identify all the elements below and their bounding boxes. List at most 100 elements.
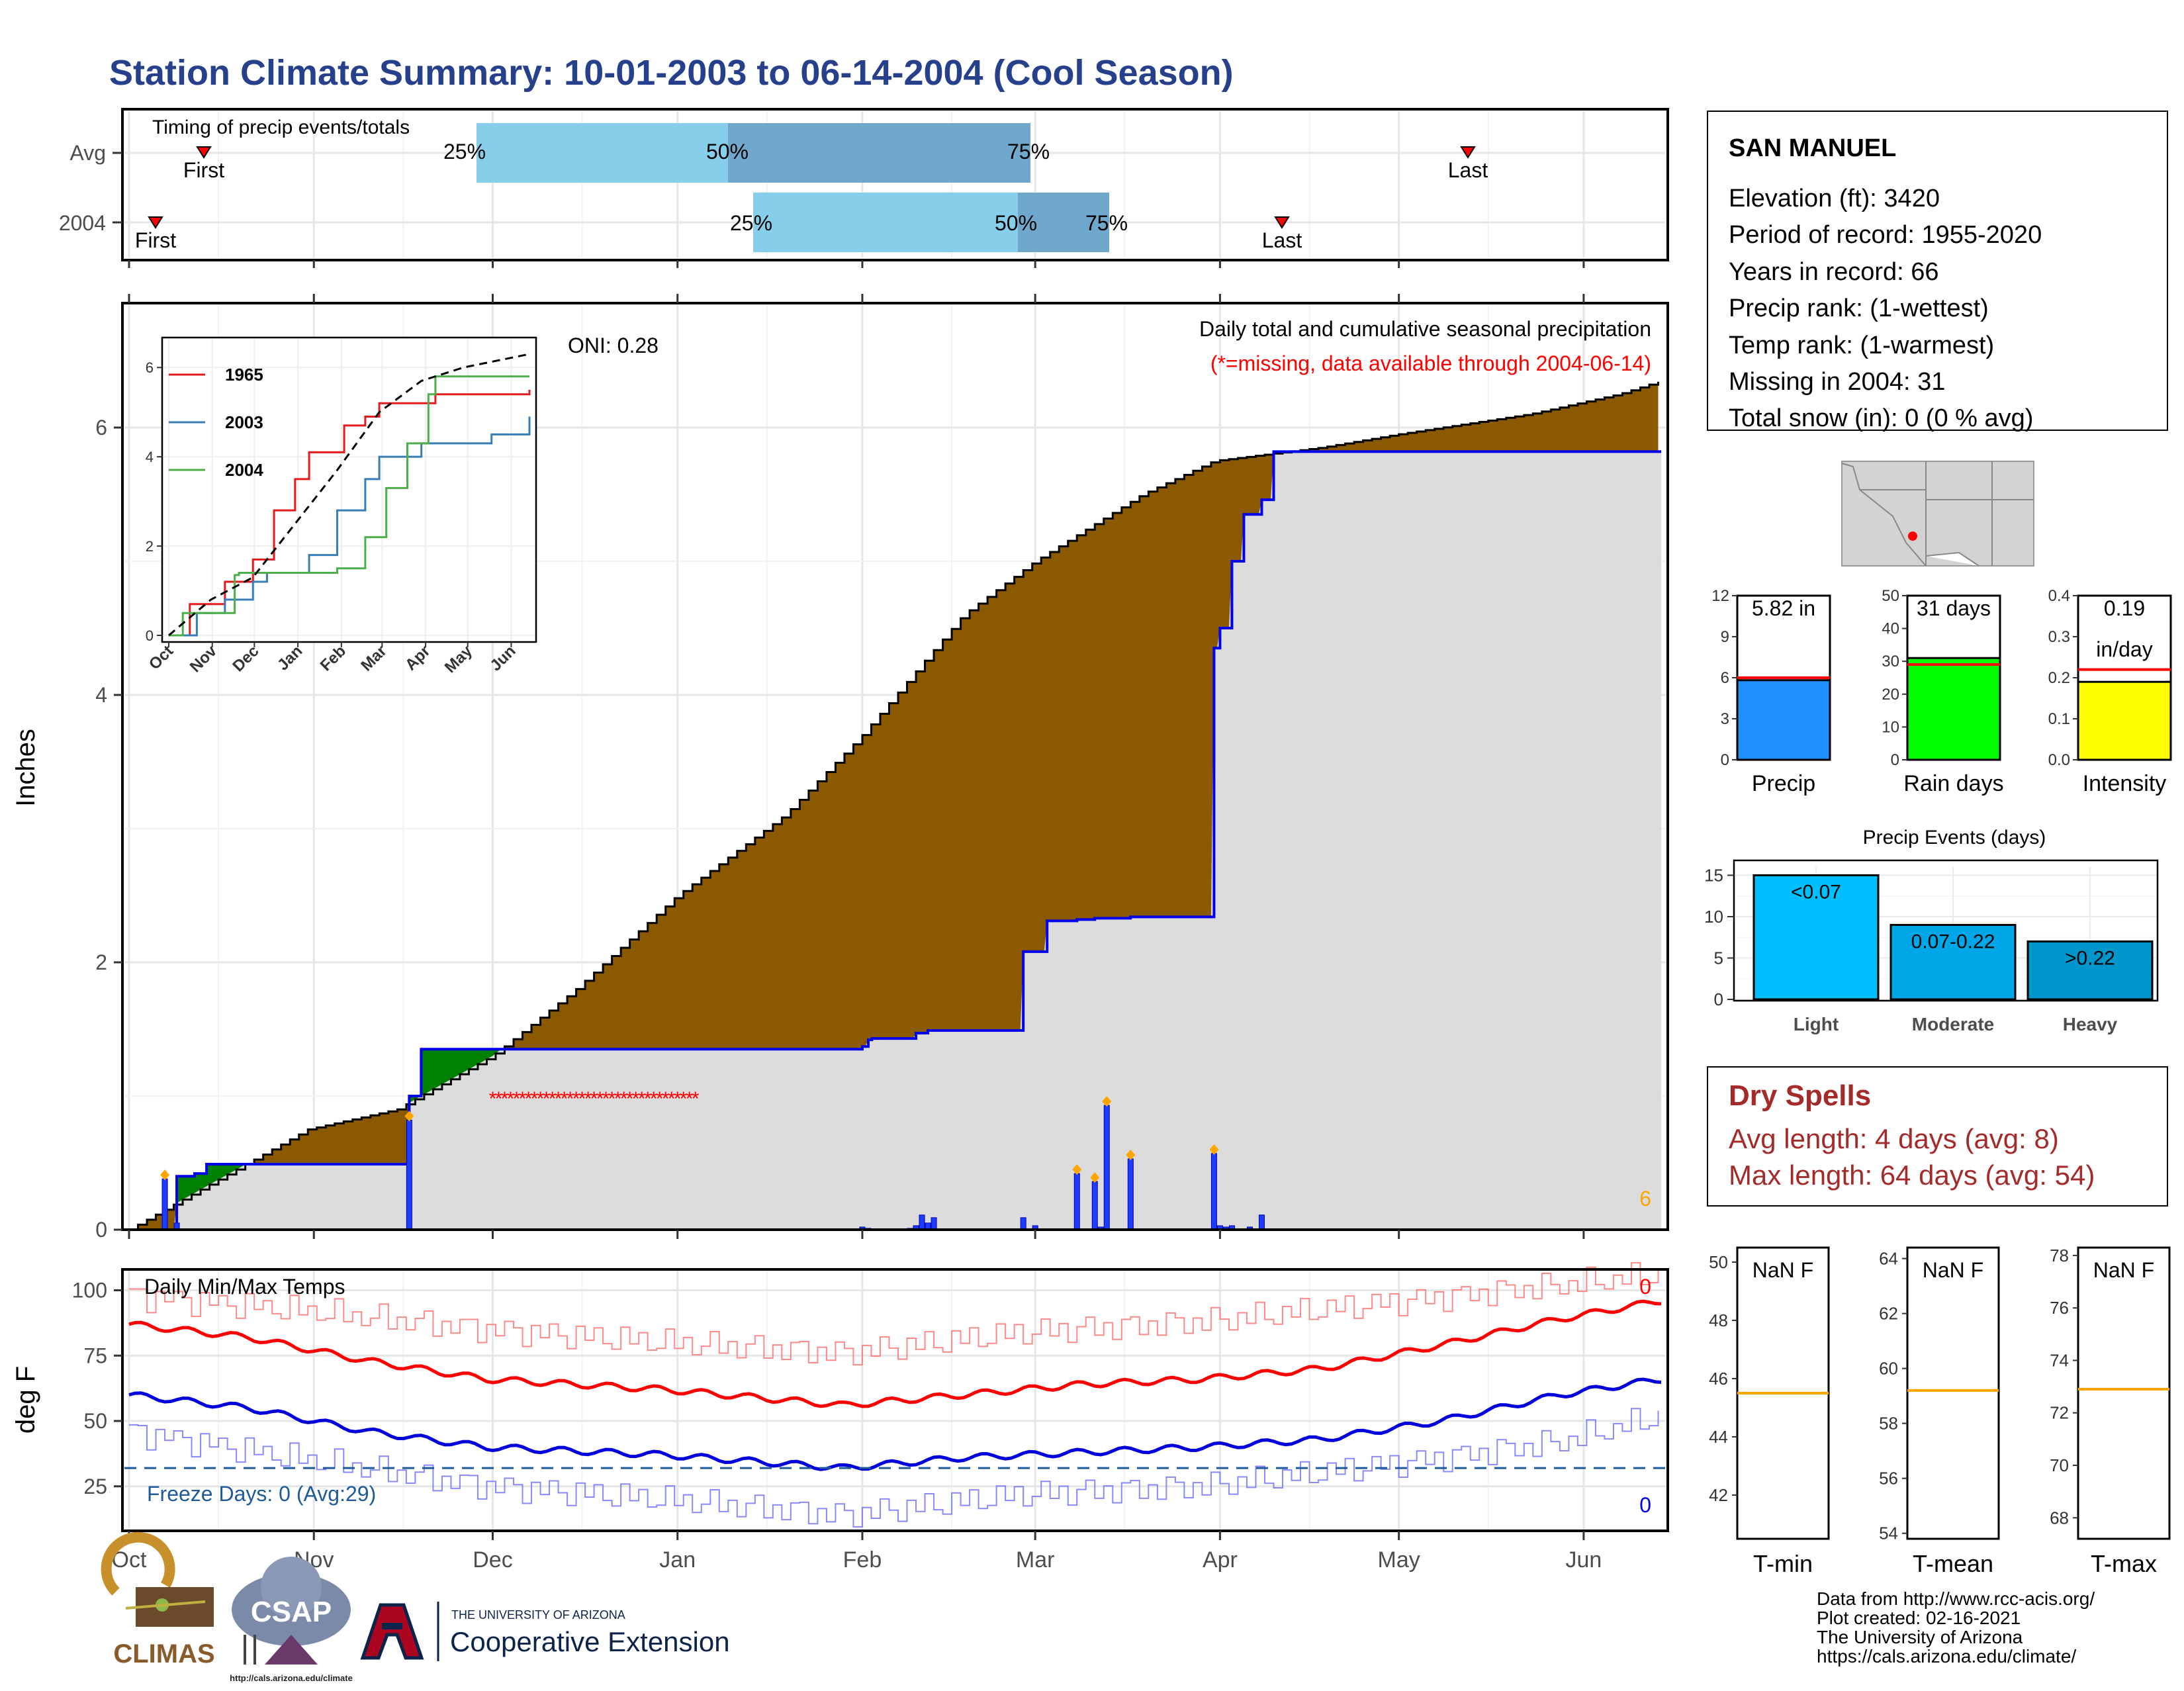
climas-logo: CLIMAS	[101, 1531, 215, 1668]
timing-label: Timing of precip events/totals	[152, 116, 410, 138]
station-line-3: Precip rank: (1-wettest)	[1729, 295, 1989, 322]
oni-label: ONI: 0.28	[568, 334, 659, 357]
temp-panel-frame	[1906, 1246, 2000, 1540]
daily-precip-bar	[931, 1217, 937, 1230]
temps-frame	[121, 1268, 1669, 1532]
avg-p50: 50%	[706, 140, 749, 163]
csap-logo: CSAP http://cals.arizona.edu/climate	[230, 1557, 353, 1683]
precip-corner-count: 6	[1639, 1187, 1651, 1211]
inset-frame	[161, 336, 537, 643]
dry-spells-title: Dry Spells	[1729, 1079, 1871, 1112]
summary-value-unit: in/day	[2096, 637, 2152, 661]
missing-day-marker: *	[590, 1088, 598, 1110]
event-bar-label: Light	[1794, 1014, 1839, 1034]
precip-header-1: Daily total and cumulative seasonal prec…	[1199, 317, 1651, 341]
temp-panel-value: NaN F	[1923, 1258, 1983, 1282]
inset-y-tick: 0	[146, 627, 154, 644]
locator-map	[1841, 461, 2034, 567]
temp-panel-tick: 72	[2050, 1403, 2069, 1423]
temp-panel-value: NaN F	[2093, 1258, 2154, 1282]
csap-logo-text: CSAP	[251, 1596, 332, 1628]
temps-title: Daily Min/Max Temps	[144, 1275, 345, 1299]
last-label-avg: Last	[1448, 158, 1488, 182]
summary-tick: 6	[1721, 669, 1729, 687]
missing-day-marker: *	[507, 1088, 515, 1110]
summary-bar-rain-days	[1906, 657, 2001, 761]
month-label: Apr	[1203, 1547, 1238, 1573]
event-bar-moderate	[1889, 924, 2017, 1001]
inset-line-2004	[169, 375, 529, 637]
station-frame	[1707, 111, 2168, 431]
missing-day-marker: *	[614, 1088, 622, 1110]
inset-y-tick: 4	[146, 449, 154, 465]
missing-day-marker: *	[549, 1088, 557, 1110]
summary-tick: 0.4	[2048, 587, 2070, 605]
inset-line-1965	[169, 389, 531, 637]
summary-label: Rain days	[1903, 771, 2003, 796]
month-label: Jun	[1565, 1547, 1602, 1573]
heavy-event-marker	[1209, 1144, 1219, 1155]
first-label-avg: First	[183, 158, 224, 182]
daily-precip-bar	[919, 1214, 925, 1230]
missing-day-marker: *	[608, 1088, 616, 1110]
missing-day-marker: *	[513, 1088, 521, 1110]
timing-row-avg: Avg	[69, 141, 106, 165]
heavy-event-marker	[160, 1169, 170, 1181]
temp-line-avg_min	[128, 1377, 1662, 1471]
missing-day-marker: *	[644, 1088, 652, 1110]
summary-tick: 12	[1711, 587, 1729, 605]
temp-panel-label: T-mean	[1913, 1550, 1993, 1577]
temp-panel-tick: 46	[1709, 1369, 1728, 1389]
temp-panel-tick: 48	[1709, 1310, 1728, 1330]
dry-spells-avg: Avg length: 4 days (avg: 8)	[1729, 1123, 2059, 1154]
missing-day-marker: *	[626, 1088, 634, 1110]
events-title: Precip Events (days)	[1863, 827, 2046, 848]
missing-day-marker: *	[620, 1088, 628, 1110]
temps-y-tick: 50	[83, 1409, 107, 1433]
daily-precip-bar	[406, 1119, 412, 1230]
temp-panel-label: T-max	[2091, 1550, 2157, 1577]
freeze-label: Freeze Days: 0 (Avg:29)	[147, 1482, 376, 1506]
temp-panel-value: NaN F	[1752, 1258, 1813, 1282]
precip-y-title: Inches	[11, 729, 40, 807]
events-y-tick: 15	[1704, 866, 1723, 886]
first-label-year: First	[135, 228, 176, 252]
heavy-event-marker	[1126, 1149, 1136, 1160]
summary-tick: 9	[1721, 628, 1729, 646]
temp-panel-tick: 74	[2050, 1350, 2069, 1370]
inset-line-avg	[168, 353, 530, 637]
temp-panel-tick: 54	[1879, 1524, 1898, 1543]
temps-y-tick: 100	[72, 1279, 107, 1303]
timing-row-year: 2004	[59, 211, 106, 235]
missing-day-marker: *	[531, 1088, 539, 1110]
station-line-4: Temp rank: (1-warmest)	[1729, 332, 1994, 359]
precip-events-chart: Precip Events (days) <0.07 Light 0.07-0.22…	[1704, 827, 2159, 1034]
summary-value: 31 days	[1917, 596, 1991, 620]
station-line-0: Elevation (ft): 3420	[1729, 185, 1940, 212]
event-bar-label: Moderate	[1912, 1014, 1994, 1034]
footer-line-3: https://cals.arizona.edu/climate/	[1817, 1646, 2076, 1667]
year-p75: 75%	[1085, 211, 1128, 235]
timing-avg-bar-late	[728, 123, 1030, 183]
summary-tick: 0.1	[2048, 710, 2070, 728]
temp-line-record_max	[129, 1261, 1659, 1366]
events-y-tick: 5	[1714, 948, 1723, 968]
footer-line-1: Plot created: 02-16-2021	[1817, 1608, 2021, 1628]
year-p25: 25%	[730, 211, 772, 235]
station-name: SAN MANUEL	[1729, 134, 1896, 162]
precip-2004-area-top	[129, 451, 1661, 1230]
summary-label: Intensity	[2083, 771, 2167, 796]
temp-panel-tick: 76	[2050, 1298, 2069, 1318]
precip-frame	[121, 302, 1669, 1231]
temp-panel-tick: 60	[1879, 1359, 1898, 1379]
events-y-tick: 0	[1714, 989, 1723, 1009]
university-of-arizona-logo: THE UNIVERSITY OF ARIZONA Cooperative Ex…	[360, 1602, 730, 1661]
station-location-dot	[1908, 531, 1917, 541]
temps-y-tick: 75	[83, 1344, 107, 1367]
missing-day-marker: *	[680, 1088, 688, 1110]
daily-precip-bar	[161, 1178, 168, 1230]
missing-day-marker: *	[662, 1088, 670, 1110]
missing-day-marker: *	[638, 1088, 646, 1110]
